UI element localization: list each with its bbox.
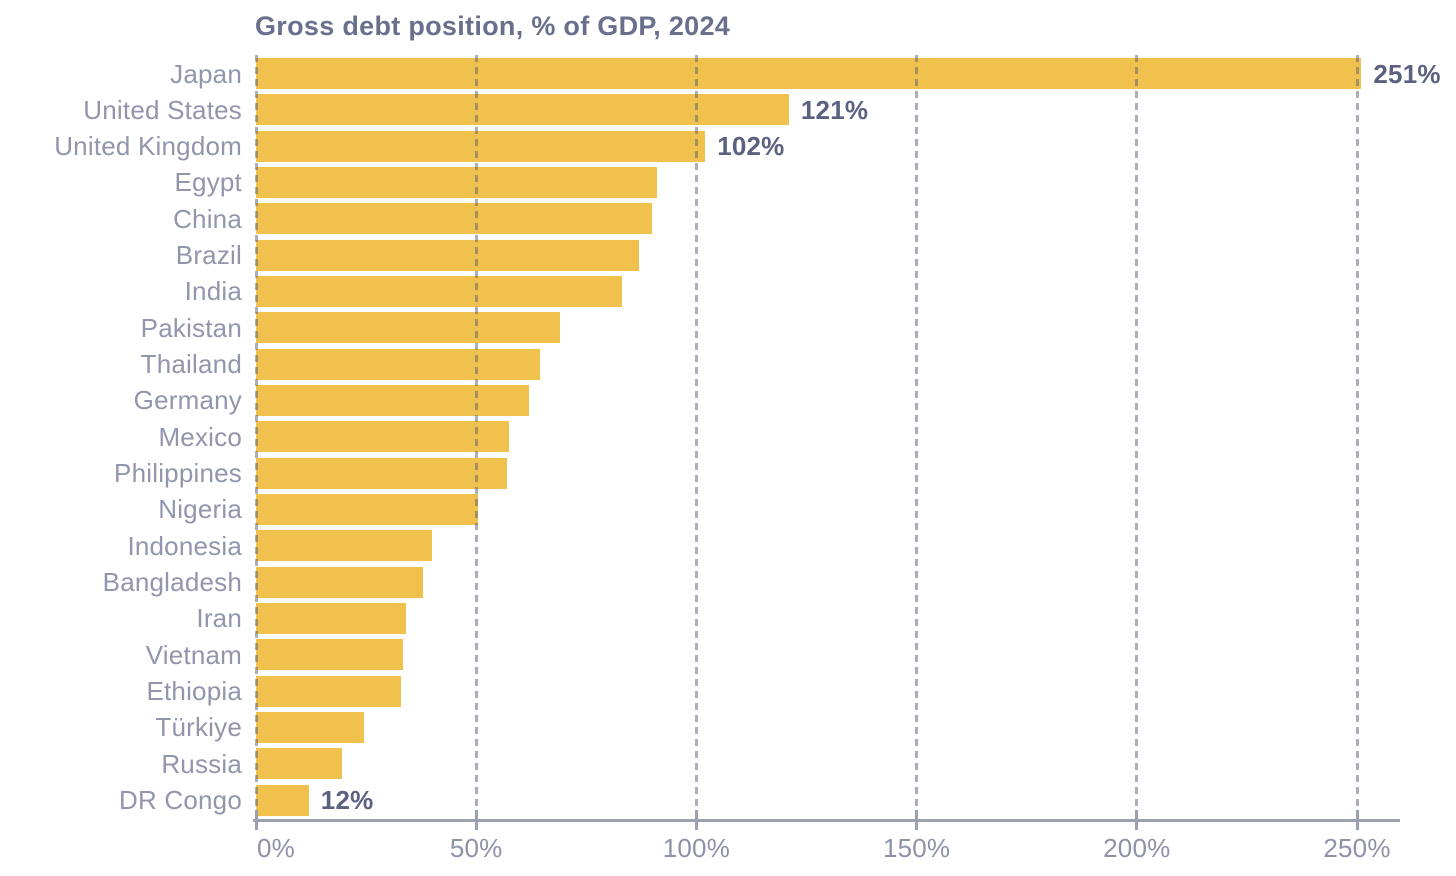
category-label: United Kingdom — [54, 131, 242, 162]
bar — [256, 493, 479, 525]
category-label: Pakistan — [140, 312, 242, 343]
value-label: 102% — [717, 131, 785, 162]
category-label: Russia — [161, 748, 242, 779]
category-label: Nigeria — [158, 494, 242, 525]
category-label: Germany — [133, 385, 242, 416]
category-label: Brazil — [175, 240, 242, 271]
value-label: 121% — [800, 94, 869, 125]
category-label: Japan — [170, 58, 242, 89]
category-label: Türkiye — [155, 712, 242, 743]
bar — [256, 384, 529, 416]
bar — [256, 166, 657, 198]
category-label: Indonesia — [127, 530, 242, 561]
gridline — [915, 55, 919, 820]
bar — [256, 312, 560, 344]
bar — [256, 348, 541, 380]
category-label: Iran — [196, 603, 242, 634]
category-label: Mexico — [158, 421, 242, 452]
bar — [256, 203, 653, 235]
x-axis-line — [253, 819, 1400, 822]
category-label: United States — [83, 94, 242, 125]
category-label: China — [173, 203, 242, 234]
category-label: Vietnam — [145, 639, 242, 670]
bar — [256, 58, 1362, 89]
bar — [256, 94, 789, 126]
gridline — [474, 55, 478, 820]
gridline — [1135, 55, 1139, 820]
bar — [256, 711, 365, 743]
bar — [256, 530, 433, 562]
bar — [256, 639, 403, 671]
bar — [256, 566, 424, 598]
bar — [256, 784, 309, 816]
gridline — [1355, 55, 1359, 820]
gridline — [254, 55, 258, 820]
category-label: Ethiopia — [146, 676, 242, 707]
bar — [256, 239, 640, 271]
bar — [256, 421, 510, 453]
bar — [256, 130, 706, 162]
category-label: Thailand — [140, 349, 242, 380]
x-tick-label: 200% — [1103, 833, 1171, 863]
bar — [256, 457, 507, 489]
category-label: Philippines — [114, 458, 242, 489]
category-label: India — [184, 276, 242, 307]
value-label: 251% — [1373, 58, 1441, 89]
x-tick-label: 250% — [1323, 833, 1391, 863]
bar — [256, 602, 406, 634]
category-label: Egypt — [174, 167, 242, 198]
bar — [256, 275, 622, 307]
category-label: DR Congo — [119, 785, 242, 816]
gridline — [694, 55, 698, 820]
x-tick-label: 50% — [449, 833, 503, 863]
category-label: Bangladesh — [102, 567, 242, 598]
bar — [256, 675, 402, 707]
value-label: 12% — [320, 785, 374, 816]
chart-title: Gross debt position, % of GDP, 2024 — [255, 11, 731, 41]
x-tick-label: 0% — [257, 833, 295, 863]
bar — [256, 748, 342, 780]
x-tick-label: 150% — [882, 833, 951, 863]
x-tick-label: 100% — [662, 833, 731, 863]
